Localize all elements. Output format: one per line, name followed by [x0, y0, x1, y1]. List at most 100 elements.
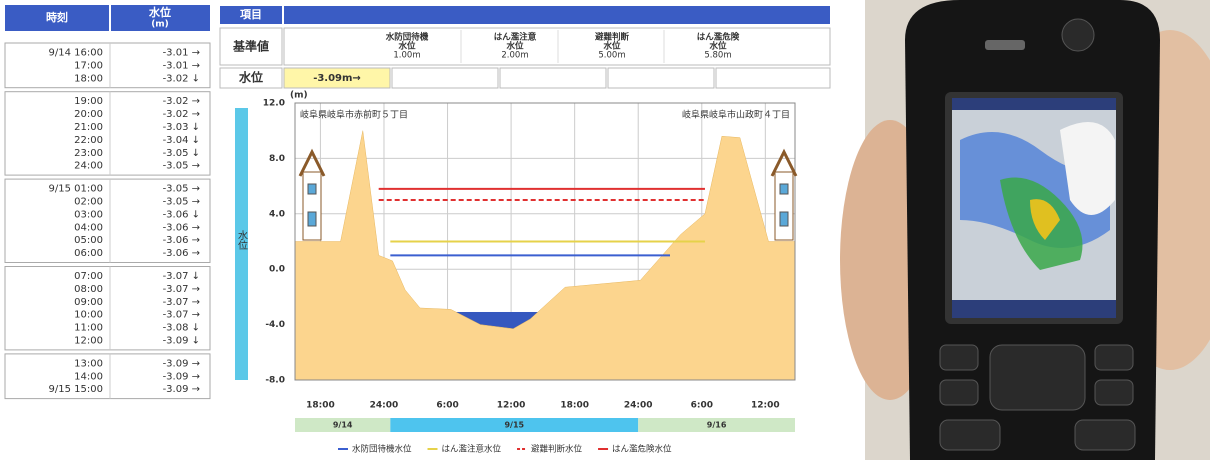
x-tick-label: 24:00 — [624, 401, 653, 411]
label-cell — [219, 67, 283, 89]
standard-value: 5.00m — [598, 51, 625, 61]
header-cell — [5, 5, 109, 31]
x-tick-label: 6:00 — [691, 401, 713, 411]
house-door — [779, 211, 789, 227]
time-cell: 02:00 — [74, 196, 103, 207]
time-cell: 20:00 — [74, 109, 103, 120]
x-tick-label: 18:00 — [306, 401, 335, 411]
time-cell: 07:00 — [74, 271, 103, 282]
location-label: 岐阜県岐阜市赤前町５丁目 — [300, 109, 408, 121]
y-tick-label: 8.0 — [269, 154, 285, 164]
time-cell: 9/15 01:00 — [49, 184, 103, 195]
time-cell: 23:00 — [74, 148, 103, 159]
house-roof — [298, 148, 326, 177]
level-cell: -3.02 → — [163, 96, 200, 107]
time-cell: 22:00 — [74, 135, 103, 146]
house-wall — [302, 171, 322, 241]
table-block — [4, 353, 211, 400]
standard-value: 1.00m — [393, 51, 420, 61]
time-cell: 06:00 — [74, 248, 103, 259]
level-cell: -3.05 → — [163, 184, 200, 195]
level-cell: -3.04 ↓ — [163, 135, 200, 146]
key — [939, 379, 979, 406]
time-cell: 19:00 — [74, 96, 103, 107]
date-label: 9/14 — [333, 421, 353, 430]
level-cell: -3.09 → — [163, 384, 200, 395]
legend-label: はん濫危険水位 — [612, 444, 672, 455]
header-cell — [284, 6, 830, 24]
standard-name: はん濫危険 — [697, 32, 740, 43]
standard-sub: 水位 — [708, 41, 727, 52]
empty-cell — [499, 67, 607, 89]
standard-name: 水防団待機 — [385, 32, 429, 43]
table-block — [4, 178, 211, 264]
empty-cell — [391, 67, 499, 89]
level-value: -3.09m→ — [313, 73, 361, 84]
level-label: 水位 — [238, 70, 263, 85]
y-tick-label: 0.0 — [269, 265, 285, 275]
time-cell: 11:00 — [74, 323, 103, 334]
x-tick-label: 24:00 — [370, 401, 399, 411]
standard-value: 2.00m — [501, 51, 528, 61]
table-block — [4, 266, 211, 351]
legend-label: はん濫注意水位 — [442, 444, 502, 455]
y-tick-label: -4.0 — [265, 320, 285, 330]
x-tick-label: 6:00 — [436, 401, 458, 411]
level-cell: -3.09 → — [163, 371, 200, 382]
key — [939, 344, 979, 371]
date-label: 9/15 — [504, 421, 524, 430]
plot-border — [294, 102, 796, 381]
date-label: 9/16 — [707, 421, 727, 430]
level-cell: -3.06 → — [163, 235, 200, 246]
level-cell: -3.06 → — [163, 248, 200, 259]
house-door — [307, 211, 317, 227]
time-cell: 08:00 — [74, 284, 103, 295]
level-cell: -3.05 → — [163, 196, 200, 207]
unit-label: (m) — [290, 91, 308, 101]
nav-key — [989, 344, 1086, 411]
table-block — [4, 42, 211, 89]
legend-label: 避難判断水位 — [531, 444, 583, 455]
time-cell: 13:00 — [74, 358, 103, 369]
standard-name: 避難判断 — [595, 32, 630, 43]
level-cell: -3.05 ↓ — [163, 148, 200, 159]
level-cell: -3.01 → — [163, 60, 200, 71]
key — [1094, 344, 1134, 371]
level-header: 水位 — [148, 5, 171, 19]
level-cell: -3.09 ↓ — [163, 335, 200, 346]
time-cell: 18:00 — [74, 73, 103, 84]
x-tick-label: 18:00 — [560, 401, 589, 411]
level-cell: -3.02 → — [163, 109, 200, 120]
time-cell: 04:00 — [74, 222, 103, 233]
standard-sub: 水位 — [602, 41, 621, 52]
softkey-bar — [952, 300, 1116, 318]
time-cell: 9/14 16:00 — [49, 47, 103, 58]
status-bar — [952, 98, 1116, 110]
x-tick-label: 12:00 — [751, 401, 780, 411]
unit-header: (m) — [151, 20, 169, 30]
standard-sub: 水位 — [397, 41, 416, 52]
empty-cell — [607, 67, 715, 89]
standard-label: 基準値 — [232, 39, 269, 54]
location-label: 岐阜県岐阜市山政町４丁目 — [682, 109, 790, 121]
time-cell: 12:00 — [74, 335, 103, 346]
key — [1074, 419, 1136, 451]
x-tick-label: 12:00 — [497, 401, 526, 411]
level-cell: -3.03 ↓ — [163, 122, 200, 133]
time-cell: 9/15 15:00 — [49, 384, 103, 395]
item-header: 項目 — [240, 8, 262, 21]
camera — [1061, 18, 1095, 52]
time-header: 時刻 — [46, 10, 68, 24]
level-cell — [283, 67, 391, 89]
standard-name: はん濫注意 — [494, 32, 537, 43]
key — [939, 419, 1001, 451]
level-cell: -3.09 → — [163, 358, 200, 369]
level-cell: -3.07 → — [163, 310, 200, 321]
table-block — [4, 91, 211, 176]
empty-cell — [715, 67, 831, 89]
y-tick-label: 12.0 — [263, 99, 285, 109]
standard-sub: 水位 — [505, 41, 524, 52]
time-cell: 10:00 — [74, 310, 103, 321]
